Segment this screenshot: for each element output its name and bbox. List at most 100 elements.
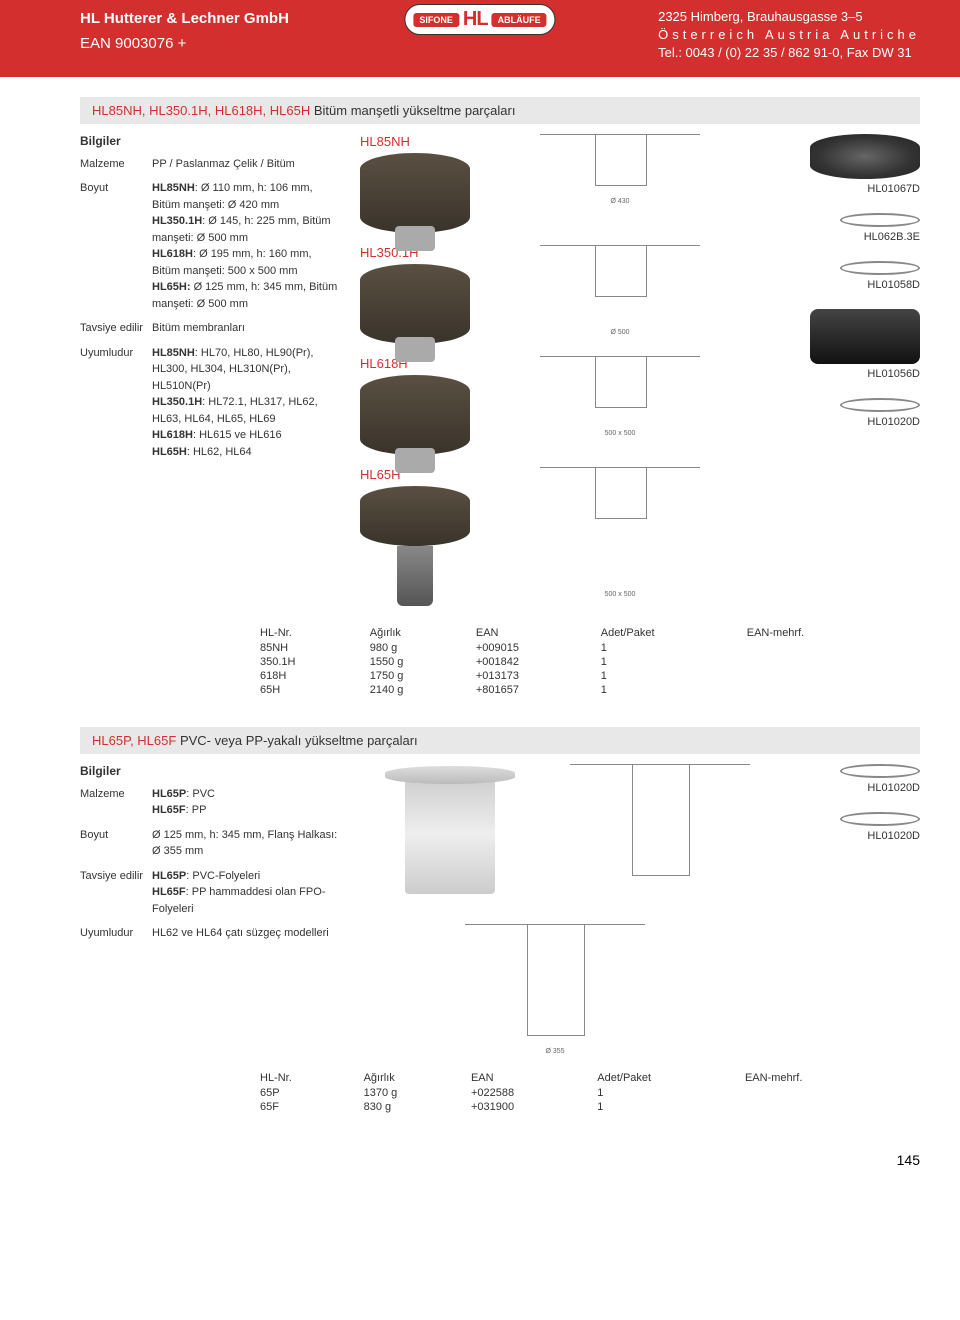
header-left: HL Hutterer & Lechner GmbH EAN 9003076 +	[80, 8, 289, 55]
table-cell: 1550 g	[370, 655, 476, 669]
info-label: Boyut	[80, 827, 152, 860]
info-row: MalzemePP / Paslanmaz Çelik / Bitüm	[80, 156, 340, 173]
part-thumbnail	[840, 261, 920, 275]
part-code: HL01056D	[770, 368, 920, 380]
table-cell: 830 g	[364, 1100, 471, 1114]
table-cell	[747, 641, 900, 655]
dim-hl65h: 500 x 500	[490, 591, 750, 598]
part-code: HL01020D	[770, 416, 920, 428]
table-cell: 618H	[260, 669, 370, 683]
table-header: Adet/Paket	[601, 625, 747, 641]
table-cell: +001842	[476, 655, 601, 669]
render-hl65h	[360, 486, 470, 546]
info-value: Ø 125 mm, h: 345 mm, Flanş Halkası: Ø 35…	[152, 827, 340, 860]
table-row: 350.1H1550 g+0018421	[260, 655, 900, 669]
part-thumbnail	[810, 309, 920, 364]
table-header: HL-Nr.	[260, 625, 370, 641]
render-hl618h	[360, 375, 470, 455]
section-1-codes: HL85NH, HL350.1H, HL618H, HL65H	[92, 103, 310, 118]
table-header: Ağırlık	[370, 625, 476, 641]
render-hl85nh	[360, 153, 470, 233]
render-hl350	[360, 264, 470, 344]
table-header: EAN	[471, 1070, 597, 1086]
info-label: Tavsiye edilir	[80, 868, 152, 918]
header-right: 2325 Himberg, Brauhausgasse 3–5 Österrei…	[658, 8, 920, 63]
table-cell: 1750 g	[370, 669, 476, 683]
bilgiler-heading-1: Bilgiler	[80, 134, 340, 148]
table-cell: 85NH	[260, 641, 370, 655]
info-value: HL65P: PVCHL65F: PP	[152, 786, 340, 819]
table-cell: 2140 g	[370, 683, 476, 697]
bilgiler-heading-2: Bilgiler	[80, 764, 340, 778]
section-2-diagrams: Ø 355	[360, 764, 750, 1055]
table-cell	[745, 1086, 900, 1100]
cross-section-hl85nh	[540, 134, 700, 194]
table-cell: 1	[597, 1086, 745, 1100]
table-cell	[747, 683, 900, 697]
part-thumbnail	[840, 398, 920, 412]
ean-prefix: EAN 9003076 +	[80, 33, 289, 56]
info-row: Tavsiye edilirHL65P: PVC-FolyeleriHL65F:…	[80, 868, 340, 918]
part-code: HL01020D	[770, 830, 920, 842]
info-value: HL85NH: HL70, HL80, HL90(Pr), HL300, HL3…	[152, 345, 340, 461]
part-thumbnail	[840, 764, 920, 778]
info-value: HL65P: PVC-FolyeleriHL65F: PP hammaddesi…	[152, 868, 340, 918]
telephone: Tel.: 0043 / (0) 22 35 / 862 91-0, Fax D…	[658, 44, 920, 62]
section-2: HL65P, HL65F PVC- veya PP-yakalı yükselt…	[0, 727, 960, 1144]
section-2-info: Bilgiler MalzemeHL65P: PVCHL65F: PPBoyut…	[80, 764, 340, 1055]
table-cell	[747, 655, 900, 669]
info-row: UyumludurHL85NH: HL70, HL80, HL90(Pr), H…	[80, 345, 340, 461]
accessory-part: HL01020D	[770, 398, 920, 428]
section-2-desc: PVC- veya PP-yakalı yükseltme parçaları	[180, 733, 418, 748]
table-cell: 65F	[260, 1100, 364, 1114]
table-cell: +031900	[471, 1100, 597, 1114]
section-1-table: HL-Nr.AğırlıkEANAdet/PaketEAN-mehrf. 85NH…	[260, 625, 920, 697]
part-code: HL01020D	[770, 782, 920, 794]
info-label: Malzeme	[80, 156, 152, 173]
table-header: EAN-mehrf.	[745, 1070, 900, 1086]
section-1-diagrams: HL85NH Ø 430 HL350.1H Ø 500	[360, 134, 750, 610]
table-header: EAN	[476, 625, 601, 641]
info-label: Uyumludur	[80, 925, 152, 942]
section-1-title: HL85NH, HL350.1H, HL618H, HL65H Bitüm ma…	[80, 97, 920, 124]
table-cell: +013173	[476, 669, 601, 683]
table-cell: 65P	[260, 1086, 364, 1100]
accessory-part: HL01020D	[770, 812, 920, 842]
page-header: HL Hutterer & Lechner GmbH EAN 9003076 +…	[0, 0, 960, 77]
render-hl65p	[405, 774, 495, 894]
table-header: Ağırlık	[364, 1070, 471, 1086]
accessory-part: HL01056D	[770, 309, 920, 380]
table-row: 65H2140 g+8016571	[260, 683, 900, 697]
table-cell: 1	[601, 669, 747, 683]
table-header: EAN-mehrf.	[747, 625, 900, 641]
section-2-title: HL65P, HL65F PVC- veya PP-yakalı yükselt…	[80, 727, 920, 754]
section-1-desc: Bitüm manşetli yükseltme parçaları	[314, 103, 516, 118]
table-cell: 1	[601, 655, 747, 669]
info-row: BoyutØ 125 mm, h: 345 mm, Flanş Halkası:…	[80, 827, 340, 860]
address-line-2: Österreich Austria Autriche	[658, 26, 920, 44]
table-cell	[745, 1100, 900, 1114]
cross-section-hl350	[540, 245, 700, 325]
info-value: Bitüm membranları	[152, 320, 340, 337]
info-label: Tavsiye edilir	[80, 320, 152, 337]
part-thumbnail	[810, 134, 920, 179]
info-row: BoyutHL85NH: Ø 110 mm, h: 106 mm, Bitüm …	[80, 180, 340, 312]
accessory-part: HL01058D	[770, 261, 920, 291]
dim-hl618h: 500 x 500	[490, 430, 750, 437]
part-code: HL01067D	[770, 183, 920, 195]
dim-hl65p: Ø 355	[465, 1048, 645, 1055]
info-row: Tavsiye edilirBitüm membranları	[80, 320, 340, 337]
info-label: Malzeme	[80, 786, 152, 819]
page-number: 145	[0, 1144, 960, 1180]
logo: SIFONE HL ABLÄUFE	[404, 4, 555, 35]
info-row: MalzemeHL65P: PVCHL65F: PP	[80, 786, 340, 819]
table-cell	[747, 669, 900, 683]
info-value: PP / Paslanmaz Çelik / Bitüm	[152, 156, 340, 173]
cross-section-hl65h	[540, 467, 700, 587]
table-cell: +022588	[471, 1086, 597, 1100]
logo-left-badge: SIFONE	[413, 13, 459, 27]
logo-right-badge: ABLÄUFE	[492, 13, 547, 27]
table-header: Adet/Paket	[597, 1070, 745, 1086]
accessory-part: HL01020D	[770, 764, 920, 794]
section-1-parts: HL01067DHL062B.3EHL01058DHL01056DHL01020…	[770, 134, 920, 610]
